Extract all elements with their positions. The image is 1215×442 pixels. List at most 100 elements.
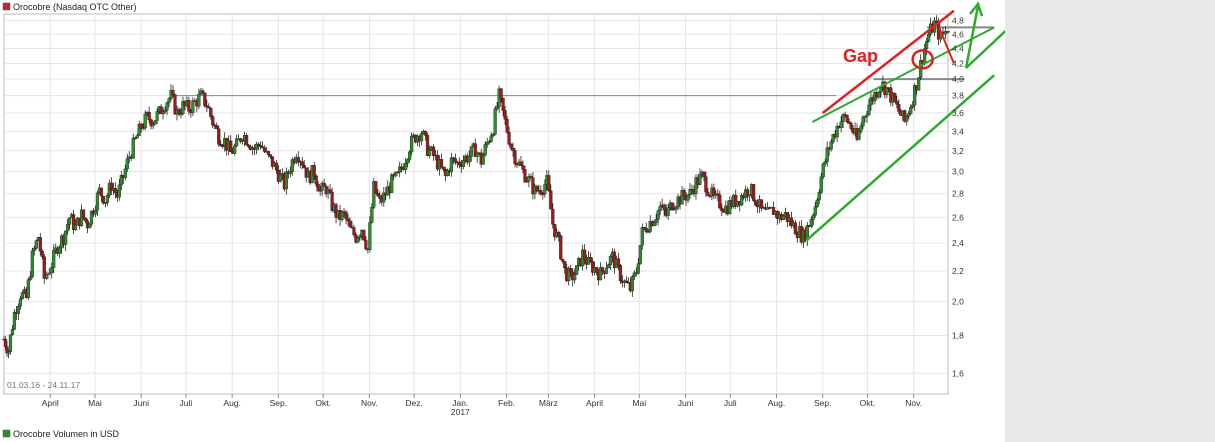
candle-body: [529, 176, 533, 179]
candle-body: [439, 159, 444, 168]
candle-body: [674, 206, 678, 210]
candle-body: [644, 227, 648, 232]
candle-body: [109, 182, 113, 191]
candle-body: [423, 130, 428, 136]
resistance-trend-line: [821, 9, 955, 114]
candle-body: [288, 171, 292, 174]
candle-body: [656, 210, 660, 220]
candle-body: [694, 177, 698, 195]
candle-body: [165, 102, 169, 111]
candle-body: [481, 154, 485, 165]
candle-body: [3, 339, 8, 348]
y-tick-label: 3,0: [952, 166, 964, 176]
y-tick-label: 4,2: [952, 58, 964, 68]
candle-body: [427, 149, 432, 156]
candle-body: [370, 207, 374, 223]
candle-body: [646, 231, 650, 233]
candle-body: [652, 222, 656, 227]
candle-body: [885, 87, 889, 95]
candle-body: [551, 208, 555, 225]
candle-body: [475, 153, 479, 157]
candle-body: [716, 193, 720, 196]
candle-body: [302, 164, 306, 169]
candle-body: [720, 207, 724, 212]
candle-body: [505, 118, 509, 133]
x-tick-label: Nov.: [905, 398, 922, 408]
candle-body: [356, 237, 360, 243]
candle-body: [45, 274, 49, 279]
candle-body: [835, 126, 839, 138]
x-tick-label: April: [42, 398, 59, 408]
candle-body: [461, 160, 465, 167]
candle-body: [759, 199, 764, 209]
candle-body: [624, 280, 628, 283]
candle-body: [314, 175, 318, 185]
candle-body: [83, 217, 88, 222]
candle-body: [89, 210, 94, 225]
candle-body: [467, 156, 471, 163]
candle-body: [254, 143, 259, 150]
channel-midline: [811, 26, 995, 123]
y-tick-label: 1,8: [952, 330, 964, 340]
candle-body: [119, 175, 123, 186]
candle-body: [278, 173, 282, 182]
price-chart: 1,6 1,8 2,0 2,2 2,4 2,6 2,8 3,0 3,2 3,4 3,6 3,8 4,0 4…: [2, 1, 1005, 439]
candle-body: [521, 165, 525, 170]
candle-body: [161, 111, 165, 115]
candle-body: [153, 120, 157, 125]
y-tick-label: 2,0: [952, 297, 964, 307]
candle-body: [262, 147, 267, 152]
candle-body: [179, 113, 183, 115]
candle-body: [139, 123, 143, 129]
candle-body: [600, 267, 605, 272]
y-tick-label: 2,8: [952, 189, 964, 199]
candle-body: [68, 217, 72, 225]
candle-body: [244, 135, 249, 146]
candle-body: [26, 279, 30, 298]
candle-body: [163, 109, 167, 113]
candle-body: [561, 258, 565, 262]
candle-body: [594, 267, 599, 273]
x-tick-label: März: [539, 398, 558, 408]
candle-body: [588, 256, 593, 262]
candle-body: [87, 223, 92, 229]
support-trend-line: [805, 74, 996, 242]
candle-body: [569, 268, 573, 273]
candle-body: [867, 104, 871, 115]
candle-body: [233, 145, 237, 154]
candle-body: [64, 230, 68, 245]
candle-body: [913, 85, 917, 106]
candle-body: [704, 176, 708, 193]
candle-body: [42, 256, 46, 279]
candle-body: [654, 219, 658, 223]
gap-circle: [911, 49, 934, 70]
candle-body: [662, 204, 666, 211]
candle-body: [10, 329, 15, 335]
candle-body: [618, 265, 623, 281]
candle-body: [95, 192, 100, 211]
candle-body: [535, 186, 539, 192]
y-tick-label: 4,8: [952, 16, 964, 26]
candle-body: [648, 221, 652, 232]
candle-body: [431, 146, 436, 156]
candle-body: [865, 114, 869, 117]
candle-body: [563, 261, 567, 269]
candle-body: [52, 250, 56, 268]
candle-body: [266, 151, 271, 155]
x-tick-label: Okt.: [315, 398, 331, 408]
candle-body: [217, 128, 221, 145]
candle-body: [895, 101, 899, 105]
candle-body: [557, 232, 561, 236]
candle-body: [149, 119, 153, 127]
candle-body: [312, 165, 316, 177]
candle-body: [573, 274, 577, 281]
candle-body: [583, 249, 587, 260]
candle-body: [590, 261, 595, 273]
candle-body: [410, 135, 414, 153]
candle-body: [47, 272, 51, 275]
x-tick-label: Mai: [632, 398, 646, 408]
gap-annotation: Gap: [843, 46, 878, 66]
candle-body: [549, 190, 553, 210]
candle-body: [203, 92, 207, 106]
x-tick-label: Okt.: [860, 398, 876, 408]
